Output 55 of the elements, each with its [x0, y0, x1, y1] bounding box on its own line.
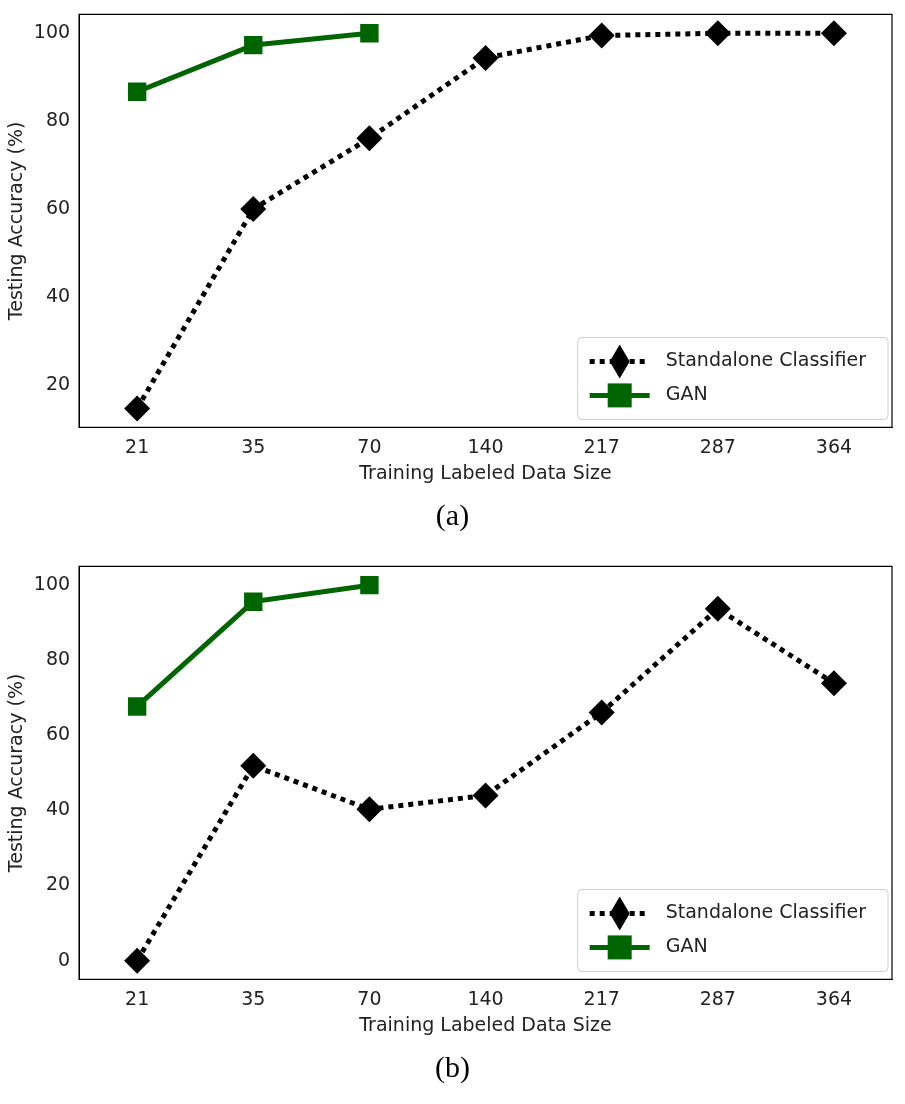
x-tick-label: 364	[815, 986, 853, 1009]
point	[244, 35, 263, 55]
y-tick-label: 80	[45, 647, 71, 670]
text: (a)	[434, 497, 471, 533]
legend-label: GAN	[665, 382, 708, 405]
legend-label: GAN	[665, 934, 708, 957]
x-tick-label: 70	[357, 986, 382, 1009]
x-tick-label: 287	[699, 434, 736, 457]
point	[588, 22, 615, 49]
x-tick-label: 217	[583, 986, 620, 1009]
y-tick-label: 100	[33, 572, 71, 595]
y-tick-label: 100	[33, 20, 71, 43]
y-tick-label: 60	[45, 722, 71, 745]
x-tick-label: 364	[815, 434, 853, 457]
y-tick-label: 40	[45, 797, 71, 820]
x-axis-title: Training Labeled Data Size	[358, 460, 612, 483]
x-tick-label: 287	[699, 986, 736, 1009]
point	[472, 782, 499, 809]
y-axis-title: Testing Accuracy (%)	[4, 673, 27, 874]
y-tick-label: 20	[45, 371, 71, 394]
legend-label: Standalone Classifier	[665, 348, 867, 371]
point	[820, 670, 847, 697]
x-tick-label: 140	[467, 986, 504, 1009]
y-tick-label: 0	[57, 947, 71, 970]
x-tick-label: 217	[583, 434, 620, 457]
x-tick-label: 140	[467, 434, 504, 457]
point	[588, 699, 615, 726]
point	[704, 20, 731, 47]
y-tick-label: 60	[45, 195, 71, 218]
x-tick-label: 21	[125, 986, 150, 1009]
point	[360, 575, 379, 595]
point	[127, 697, 147, 716]
y-axis-title: Testing Accuracy (%)	[4, 121, 27, 322]
x-tick-label: 35	[241, 986, 266, 1009]
point	[244, 592, 263, 611]
point	[360, 24, 379, 43]
point	[472, 44, 499, 71]
x-tick-label: 70	[357, 434, 382, 457]
point	[127, 82, 147, 101]
x-tick-label: 21	[125, 434, 150, 457]
x-axis-title: Training Labeled Data Size	[358, 1012, 612, 1035]
point	[356, 796, 383, 823]
legend-label: Standalone Classifier	[665, 900, 867, 923]
point	[820, 20, 847, 47]
y-tick-label: 40	[45, 283, 71, 306]
point	[704, 595, 731, 622]
y-tick-label: 20	[45, 872, 71, 895]
point	[240, 196, 267, 223]
point	[124, 947, 151, 974]
point	[124, 395, 151, 422]
y-tick-label: 80	[45, 108, 71, 131]
point	[356, 125, 383, 152]
x-tick-label: 35	[241, 434, 266, 457]
point	[240, 752, 267, 779]
text: (b)	[434, 1049, 471, 1085]
